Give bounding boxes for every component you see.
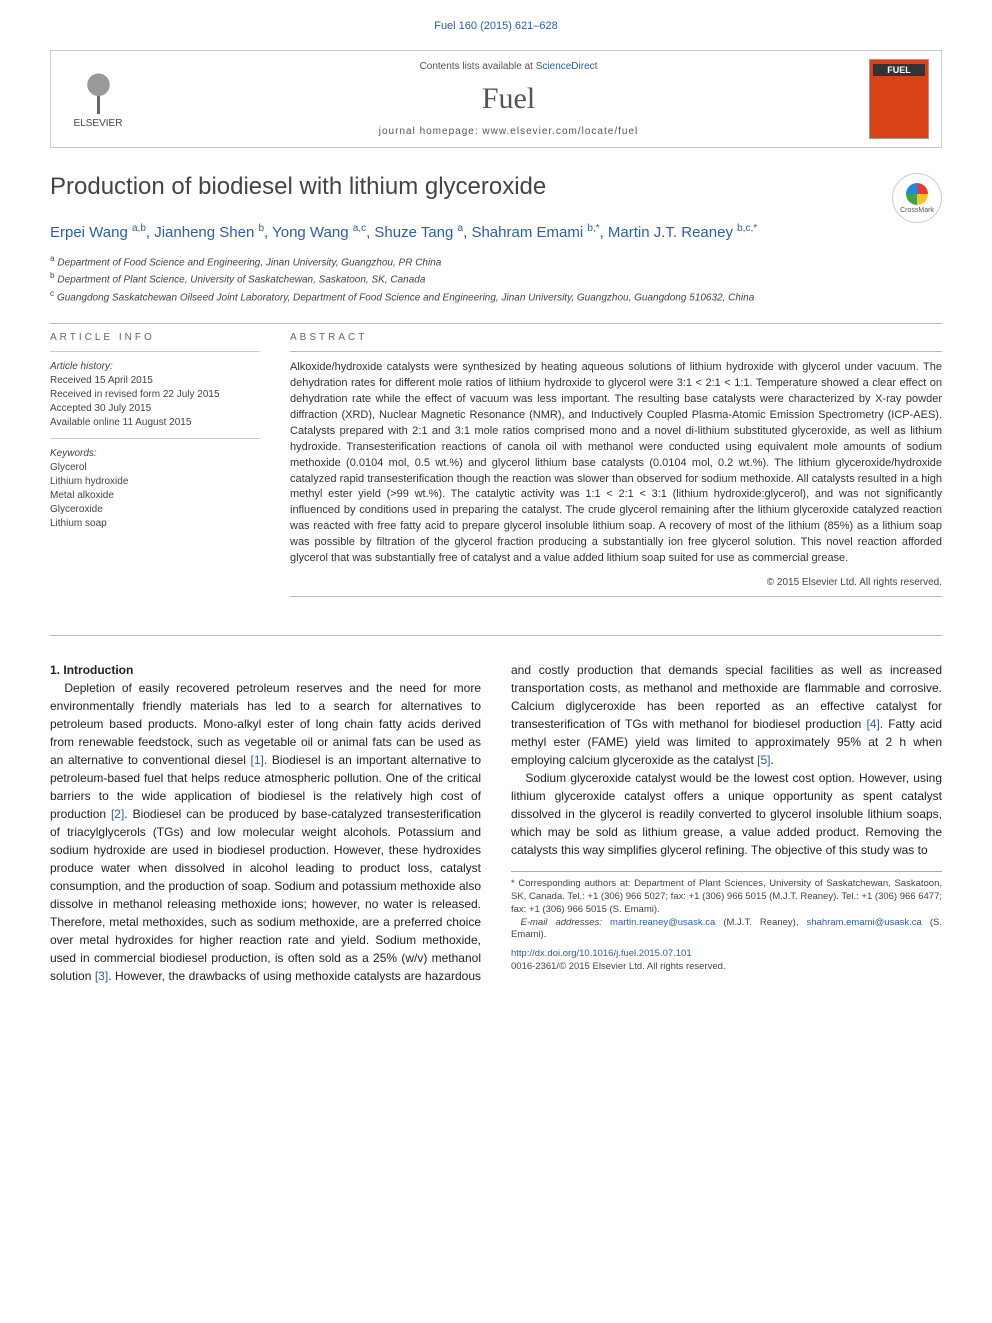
divider [50,323,942,324]
section-number: 1. [50,663,60,677]
email-link-1[interactable]: martin.reaney@usask.ca [610,917,715,928]
history-line: Received in revised form 22 July 2015 [50,388,260,402]
article-title: Production of biodiesel with lithium gly… [50,173,546,201]
ref-link-1[interactable]: [1] [251,753,264,767]
email-name-1: (M.J.T. Reaney), [715,917,806,928]
journal-homepage: journal homepage: www.elsevier.com/locat… [148,126,869,137]
divider [50,635,942,636]
journal-header: ELSEVIER Contents lists available at Sci… [50,50,942,148]
contents-line: Contents lists available at ScienceDirec… [148,61,869,72]
history-line: Received 15 April 2015 [50,374,260,388]
abstract-column: ABSTRACT Alkoxide/hydroxide catalysts we… [290,332,942,605]
elsevier-tree-icon [76,69,121,114]
body-text: 1. Introduction Depletion of easily reco… [50,661,942,985]
abstract-copyright: © 2015 Elsevier Ltd. All rights reserved… [290,577,942,588]
homepage-url: www.elsevier.com/locate/fuel [482,126,638,137]
keyword: Glycerol [50,461,260,475]
email-link-2[interactable]: shahram.emami@usask.ca [807,917,922,928]
journal-cover: FUEL [869,59,929,139]
keyword: Glyceroxide [50,503,260,517]
corresponding-note: * Corresponding authors at: Department o… [511,878,942,916]
section-heading: 1. Introduction [50,661,481,679]
history-label: Article history: [50,360,260,374]
crossmark-badge[interactable]: CrossMark [892,173,942,223]
elsevier-label: ELSEVIER [74,118,123,129]
section-title: Introduction [63,663,133,677]
keyword: Metal alkoxide [50,489,260,503]
ref-link-3[interactable]: [3] [95,969,108,983]
body-text-span: . [770,753,773,767]
article-info: ARTICLE INFO Article history: Received 1… [50,332,260,605]
doi-block: http://dx.doi.org/10.1016/j.fuel.2015.07… [511,948,942,974]
affiliation-line: c Guangdong Saskatchewan Oilseed Joint L… [50,288,942,305]
body-text-span: product loss, catalyst consumption, and … [50,861,481,983]
footnote-block: * Corresponding authors at: Department o… [511,871,942,974]
affiliation-line: b Department of Plant Science, Universit… [50,270,942,287]
keyword: Lithium soap [50,517,260,531]
contents-prefix: Contents lists available at [420,61,536,72]
ref-link-5[interactable]: [5] [757,753,770,767]
authors: Erpei Wang a,b, Jianheng Shen b, Yong Wa… [50,223,942,241]
history-line: Available online 11 August 2015 [50,416,260,430]
affiliation-line: a Department of Food Science and Enginee… [50,253,942,270]
ref-link-2[interactable]: [2] [111,807,124,821]
body-paragraph: Sodium glyceroxide catalyst would be the… [511,769,942,859]
doi-link[interactable]: http://dx.doi.org/10.1016/j.fuel.2015.07… [511,948,692,959]
ref-link-4[interactable]: [4] [866,717,879,731]
issn-copyright: 0016-2361/© 2015 Elsevier Ltd. All right… [511,961,726,972]
abstract-text: Alkoxide/hydroxide catalysts were synthe… [290,360,942,567]
header-center: Contents lists available at ScienceDirec… [148,61,869,137]
keywords-label: Keywords: [50,447,260,461]
affiliations: a Department of Food Science and Enginee… [50,253,942,305]
history-line: Accepted 30 July 2015 [50,402,260,416]
crossmark-icon [906,183,928,205]
abstract-heading: ABSTRACT [290,332,942,343]
crossmark-label: CrossMark [900,207,934,214]
elsevier-logo: ELSEVIER [63,62,133,137]
cover-title: FUEL [873,64,925,76]
email-label: E-mail addresses: [521,917,611,928]
homepage-prefix: journal homepage: [379,126,483,137]
journal-reference: Fuel 160 (2015) 621–628 [50,20,942,32]
journal-name: Fuel [148,82,869,116]
keyword: Lithium hydroxide [50,475,260,489]
article-info-heading: ARTICLE INFO [50,332,260,343]
email-note: E-mail addresses: martin.reaney@usask.ca… [511,917,942,943]
sciencedirect-link[interactable]: ScienceDirect [536,61,598,72]
